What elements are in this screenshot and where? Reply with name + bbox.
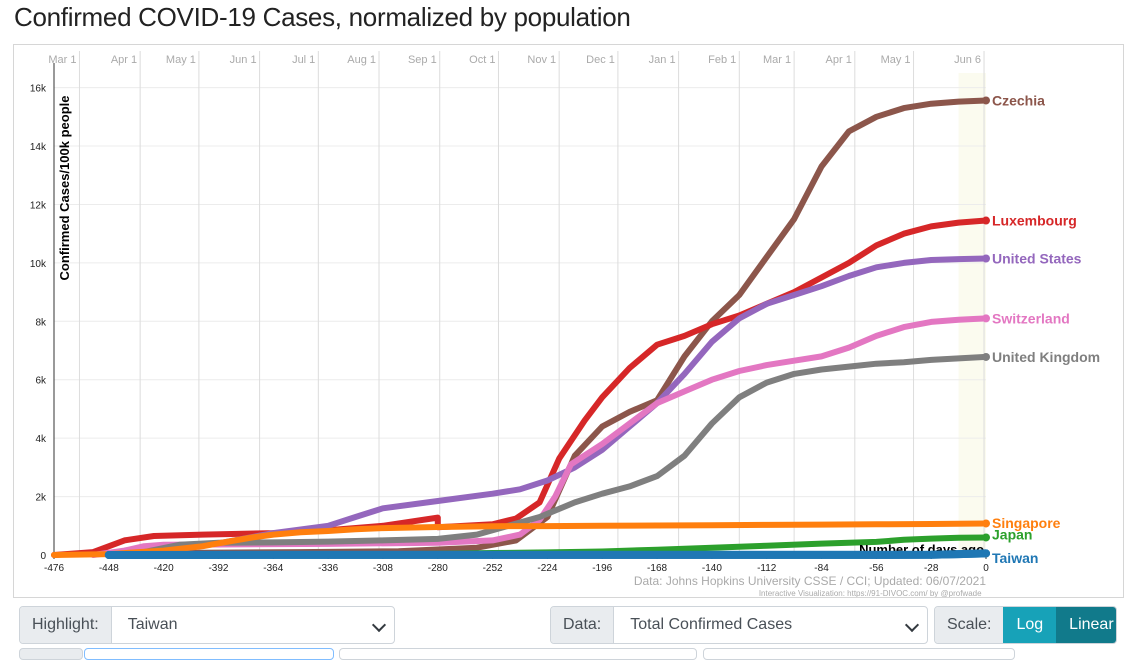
date-tick-label: Nov 1 <box>527 54 556 66</box>
date-tick-label: Dec 1 <box>586 54 615 66</box>
date-tick-label: Jul 1 <box>292 54 315 66</box>
x-tick-label: -476 <box>44 563 64 574</box>
series-end-point <box>982 96 990 105</box>
x-tick-label: -168 <box>647 563 667 574</box>
date-tick-label: Jun 1 <box>230 54 257 66</box>
x-tick-label: -448 <box>99 563 119 574</box>
date-tick-label: Aug 1 <box>347 54 376 66</box>
scale-linear-button[interactable]: Linear <box>1056 607 1116 643</box>
chevron-down-icon <box>371 617 387 633</box>
x-tick-label: -280 <box>428 563 448 574</box>
data-source-note: Data: Johns Hopkins University CSSE / CC… <box>634 574 987 588</box>
x-tick-label: -28 <box>924 563 939 574</box>
control-stub[interactable] <box>703 648 1015 660</box>
series-label-switzerland: Switzerland <box>992 310 1070 326</box>
series-label-japan: Japan <box>992 527 1032 543</box>
control-stub[interactable] <box>19 648 83 660</box>
recent-days-band <box>958 73 986 555</box>
date-tick-label: Apr 1 <box>111 54 137 66</box>
data-value[interactable]: Total Confirmed Cases <box>614 607 927 643</box>
visualization-credit: Interactive Visualization: https://91-DI… <box>759 589 987 597</box>
highlight-label: Highlight: <box>20 607 112 643</box>
series-label-taiwan: Taiwan <box>992 550 1038 566</box>
scale-label: Scale: <box>935 607 1004 643</box>
date-tick-label: Feb 1 <box>708 54 736 66</box>
x-tick-label: -56 <box>869 563 884 574</box>
page-title: Confirmed COVID-19 Cases, normalized by … <box>14 2 631 32</box>
highlight-value[interactable]: Taiwan <box>112 607 394 643</box>
series-label-singapore: Singapore <box>992 515 1061 531</box>
date-tick-label: Sep 1 <box>408 54 437 66</box>
data-select[interactable]: Data: Total Confirmed Cases <box>550 606 928 644</box>
y-tick-label: 6k <box>35 376 47 387</box>
highlight-select[interactable]: Highlight: Taiwan <box>19 606 395 644</box>
date-tick-label: May 1 <box>166 54 196 66</box>
series-label-united-kingdom: United Kingdom <box>992 349 1100 365</box>
x-tick-label: 0 <box>983 563 989 574</box>
x-tick-label: -392 <box>208 563 228 574</box>
date-tick-label: Mar 1 <box>48 54 76 66</box>
x-tick-label: -112 <box>757 563 777 574</box>
series-end-point <box>982 352 990 361</box>
series-label-luxembourg: Luxembourg <box>992 213 1077 229</box>
date-tick-label: Mar 1 <box>763 54 791 66</box>
series-line-taiwan-overlay <box>104 549 990 559</box>
x-tick-label: -84 <box>814 563 829 574</box>
y-tick-label: 4k <box>35 434 47 445</box>
x-tick-label: -420 <box>154 563 174 574</box>
series-label-czechia: Czechia <box>992 92 1045 108</box>
chevron-down-icon <box>904 617 920 633</box>
chart: 0 2k 4k 6k 8k 10k 12k 14k 16k Mar 1 Apr 1 May 1 Jun … <box>30 51 1100 597</box>
series-end-point <box>982 254 990 263</box>
series-line-luxembourg <box>51 217 989 558</box>
date-tick-label: Apr 1 <box>826 54 852 66</box>
y-tick-label: 16k <box>30 84 47 95</box>
date-tick-label: Oct 1 <box>469 54 495 66</box>
scale-log-button[interactable]: Log <box>1003 607 1057 643</box>
y-axis-label: Confirmed Cases/100k people <box>57 96 72 281</box>
control-stub[interactable] <box>339 648 697 660</box>
data-label: Data: <box>551 607 615 643</box>
scale-toggle: Scale: Log Linear <box>934 606 1117 644</box>
series-line-united-kingdom <box>105 353 989 558</box>
x-tick-label: -252 <box>483 563 503 574</box>
x-tick-label: -364 <box>263 563 283 574</box>
chart-frame: 0 2k 4k 6k 8k 10k 12k 14k 16k Mar 1 Apr 1 May 1 Jun … <box>13 44 1124 598</box>
x-tick-label: -336 <box>318 563 338 574</box>
y-tick-label: 2k <box>35 493 47 504</box>
date-tick-label: Jun 6 <box>954 54 981 66</box>
y-tick-label: 14k <box>30 142 47 153</box>
control-stub-input[interactable] <box>84 648 334 660</box>
x-tick-label: -196 <box>592 563 612 574</box>
y-tick-label: 10k <box>30 259 47 270</box>
series-end-point <box>982 533 990 542</box>
x-tick-label: -308 <box>373 563 393 574</box>
series-end-point <box>982 314 990 323</box>
y-tick-label: 8k <box>35 317 47 328</box>
x-tick-label: -224 <box>537 563 557 574</box>
y-tick-label: 12k <box>30 200 47 211</box>
y-tick-label: 0 <box>40 551 46 562</box>
date-tick-label: Jan 1 <box>649 54 676 66</box>
date-tick-label: May 1 <box>881 54 911 66</box>
series-end-point <box>982 519 990 528</box>
series-end-point <box>982 216 990 225</box>
series-line-singapore <box>51 520 989 558</box>
series-label-united-states: United States <box>992 250 1082 266</box>
x-tick-label: -140 <box>702 563 722 574</box>
